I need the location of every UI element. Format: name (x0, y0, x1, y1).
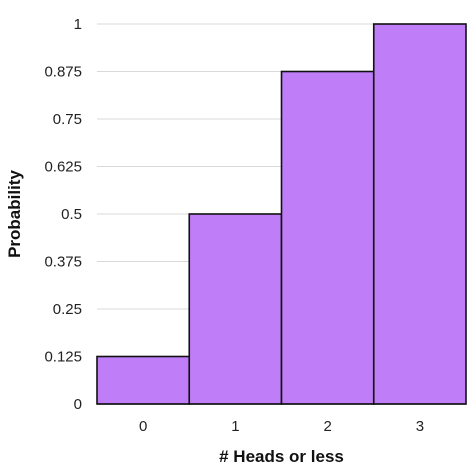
y-tick-label: 0.75 (53, 111, 82, 128)
y-tick-labels: 0 0.125 0.25 0.375 0.5 0.625 0.75 0.875 1 (44, 16, 82, 413)
y-tick-label: 0.5 (61, 206, 82, 223)
y-tick-label: 0.25 (53, 301, 82, 318)
bar-2 (280, 70, 375, 405)
bar-3 (372, 23, 467, 405)
x-tick-label: 3 (416, 418, 424, 435)
y-tick-label: 0.875 (44, 64, 82, 81)
bar-0 (96, 355, 191, 405)
y-tick-label: 0.125 (44, 349, 82, 366)
x-tick-label: 1 (231, 418, 239, 435)
x-tick-labels: 0 1 2 3 (139, 418, 424, 435)
x-axis-title: # Heads or less (219, 447, 344, 466)
y-tick-label: 0.375 (44, 254, 82, 271)
bars (96, 23, 467, 405)
y-tick-label: 0 (74, 396, 82, 413)
y-tick-label: 0.625 (44, 159, 82, 176)
bar-1 (188, 213, 283, 405)
x-tick-label: 0 (139, 418, 147, 435)
y-tick-label: 1 (74, 16, 82, 33)
x-tick-label: 2 (323, 418, 331, 435)
y-axis-title: Probability (5, 170, 24, 258)
